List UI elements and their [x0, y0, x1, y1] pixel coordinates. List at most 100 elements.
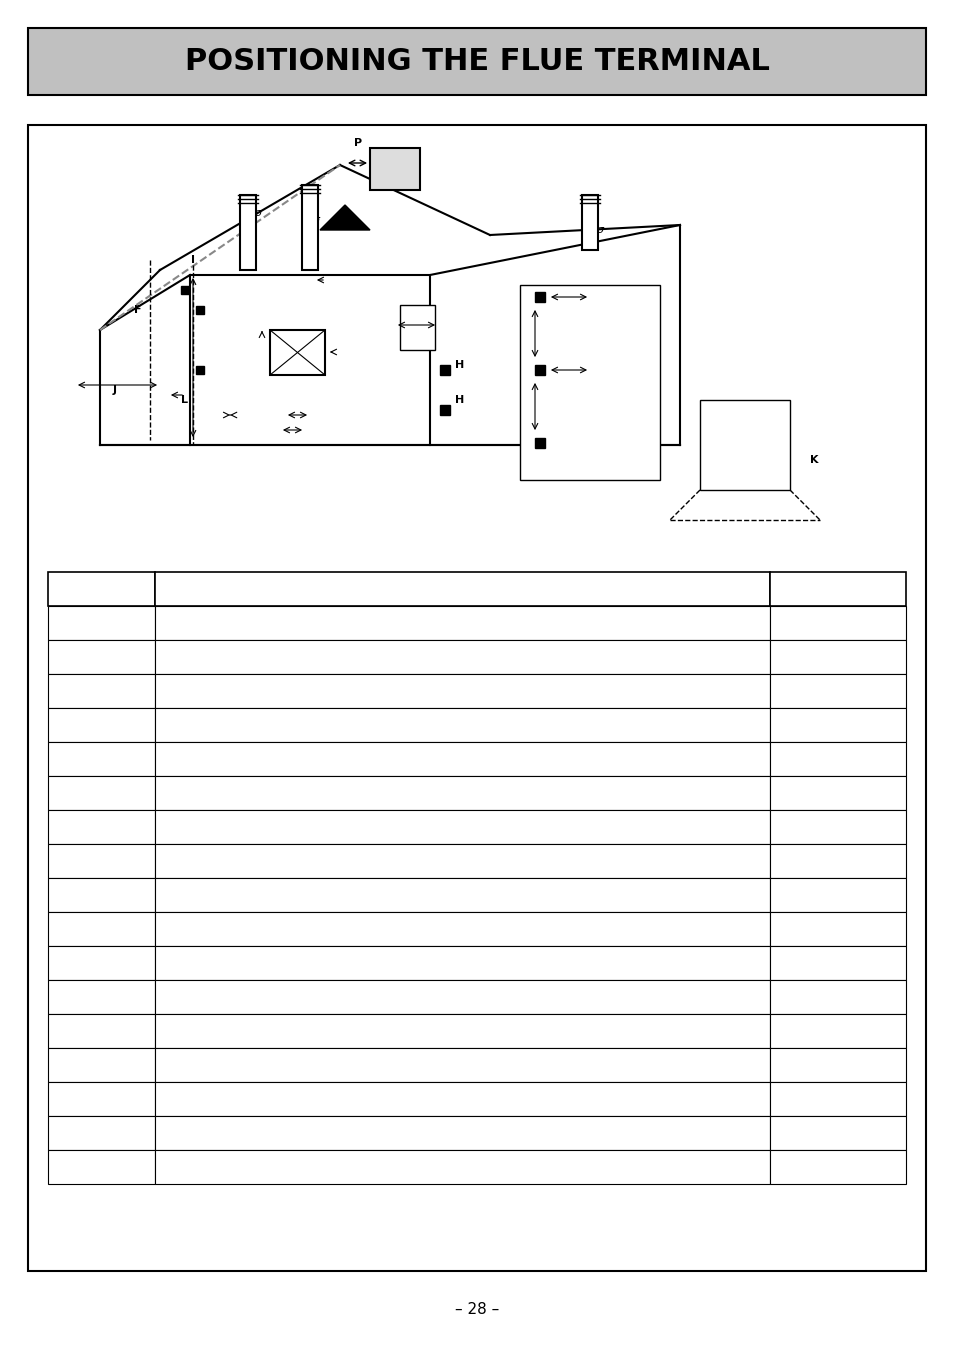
Text: Above an intersection with roof.: Above an intersection with roof. — [163, 1160, 362, 1174]
Bar — [48, 809, 154, 844]
Text: I: I — [99, 889, 103, 901]
Bar — [48, 1048, 154, 1082]
Bar — [769, 742, 905, 776]
Text: 300mm: 300mm — [812, 650, 862, 664]
Text: D: D — [96, 719, 107, 731]
Text: 200mm: 200mm — [812, 854, 862, 867]
Text: 1200mm: 1200mm — [807, 990, 867, 1004]
Bar — [769, 1082, 905, 1116]
Text: 300mm: 300mm — [812, 889, 862, 901]
Bar — [28, 125, 925, 1271]
Bar — [302, 185, 317, 270]
Text: L: L — [181, 395, 189, 405]
Bar — [769, 1116, 905, 1149]
Text: 600mm: 600mm — [812, 923, 862, 935]
Bar — [48, 912, 154, 946]
Text: σ: σ — [596, 225, 603, 235]
Bar — [769, 639, 905, 674]
Bar — [154, 674, 769, 708]
Bar — [240, 196, 255, 270]
Text: K: K — [809, 455, 818, 465]
Text: 300mm: 300mm — [812, 616, 862, 630]
Text: A: A — [97, 616, 106, 630]
Bar — [195, 366, 204, 374]
Bar — [154, 572, 769, 606]
Text: M: M — [521, 403, 532, 413]
Bar — [195, 306, 204, 314]
Bar — [48, 674, 154, 708]
Text: From an opening in a car port. (e.g. door, window) into a dwelling.: From an opening in a car port. (e.g. doo… — [163, 990, 578, 1004]
Bar — [48, 606, 154, 639]
Bar — [154, 776, 769, 809]
Bar — [769, 946, 905, 979]
Bar — [769, 1014, 905, 1048]
Text: Q: Q — [96, 1160, 107, 1174]
Text: D,E: D,E — [328, 275, 346, 285]
Text: O: O — [412, 305, 421, 316]
Bar — [769, 844, 905, 878]
Bar — [535, 291, 544, 302]
Bar — [769, 708, 905, 742]
Bar — [48, 572, 154, 606]
Bar — [535, 366, 544, 375]
Text: σ: σ — [254, 208, 261, 219]
Bar — [154, 606, 769, 639]
Bar — [769, 912, 905, 946]
Bar — [154, 742, 769, 776]
Bar — [154, 1116, 769, 1149]
Bar — [48, 979, 154, 1014]
Bar — [48, 1116, 154, 1149]
Text: POSITIONING THE FLUE TERMINAL: POSITIONING THE FLUE TERMINAL — [184, 47, 769, 76]
Text: L: L — [98, 990, 105, 1004]
Text: From an internal or external corner.: From an internal or external corner. — [163, 854, 384, 867]
Bar — [154, 912, 769, 946]
Text: Horizontally to an opening, air brick, opening window, etc.: Horizontally to an opening, air brick, o… — [163, 684, 529, 697]
Text: J: J — [112, 384, 117, 395]
Text: H: H — [455, 395, 464, 405]
Text: 300mm: 300mm — [812, 1059, 862, 1071]
Text: H: H — [455, 360, 464, 370]
Text: P: P — [97, 1126, 106, 1140]
Text: N: N — [565, 367, 574, 376]
Bar — [48, 946, 154, 979]
Text: 75mm: 75mm — [816, 719, 859, 731]
Text: N/A: N/A — [825, 1093, 849, 1105]
Text: From a vertical structure on the roof.: From a vertical structure on the roof. — [163, 1126, 393, 1140]
Text: G: G — [243, 410, 253, 420]
Text: A: A — [294, 410, 302, 420]
Bar — [48, 1149, 154, 1184]
Bar — [769, 979, 905, 1014]
Text: I: I — [308, 425, 312, 434]
Text: From a surface facing the terminal.: From a surface facing the terminal. — [163, 923, 383, 935]
Text: Below gutters, soil pipes or drain pipes.: Below gutters, soil pipes or drain pipes… — [163, 719, 411, 731]
Bar — [181, 286, 189, 294]
Text: J: J — [99, 923, 103, 935]
Text: From a terminal facing a terminal.: From a terminal facing a terminal. — [163, 956, 376, 970]
Bar — [769, 1149, 905, 1184]
Bar — [154, 979, 769, 1014]
Bar — [48, 776, 154, 809]
Text: 300mm: 300mm — [812, 684, 862, 697]
Text: From the wall on which the terminal is mounted: From the wall on which the terminal is m… — [163, 1093, 462, 1105]
Bar — [154, 639, 769, 674]
Bar — [48, 844, 154, 878]
Text: Above ground, roof or balcony level.: Above ground, roof or balcony level. — [163, 889, 390, 901]
Bar — [48, 639, 154, 674]
Text: Above an opening, air brick, opening window, etc.: Above an opening, air brick, opening win… — [163, 650, 476, 664]
Bar — [769, 606, 905, 639]
Bar — [28, 28, 925, 94]
Bar — [154, 809, 769, 844]
Bar — [700, 401, 789, 490]
Text: K: K — [97, 956, 106, 970]
Bar — [439, 366, 450, 375]
Text: Terminal Position: Terminal Position — [395, 581, 530, 596]
Bar — [769, 572, 905, 606]
Text: C: C — [97, 684, 106, 697]
Bar — [154, 844, 769, 878]
Text: 200mm: 200mm — [812, 786, 862, 800]
Text: F: F — [134, 305, 142, 316]
Bar — [535, 438, 544, 448]
Text: H: H — [96, 854, 107, 867]
Text: σ: σ — [313, 214, 319, 225]
Text: O: O — [96, 1093, 107, 1105]
